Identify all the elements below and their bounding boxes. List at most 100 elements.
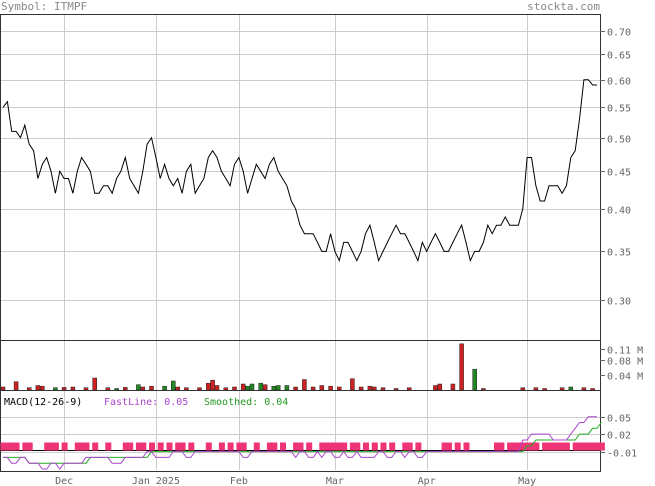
volume-bar bbox=[53, 387, 58, 391]
volume-bar bbox=[175, 386, 180, 391]
price-tick-label: 0.30 bbox=[607, 297, 631, 308]
price-tick-label: 0.50 bbox=[607, 135, 631, 146]
volume-bar bbox=[249, 383, 255, 391]
x-axis-labels: Dec Jan 2025 Feb Mar Apr May bbox=[55, 476, 536, 486]
macd-fast-value: FastLine: 0.05 bbox=[104, 397, 189, 408]
macd-histogram-bar bbox=[127, 442, 134, 451]
x-axis-label: May bbox=[518, 476, 536, 486]
macd-histogram-bar bbox=[371, 442, 378, 451]
macd-histogram-bar bbox=[328, 442, 335, 451]
volume-bar bbox=[533, 387, 539, 391]
macd-tick-label: 0.02 bbox=[607, 431, 631, 442]
macd-histogram-bar bbox=[135, 442, 142, 451]
site-brand-link[interactable]: stockta.com bbox=[527, 0, 600, 13]
macd-histogram-bar bbox=[507, 442, 514, 451]
volume-bar bbox=[275, 385, 281, 391]
macd-histogram-bar bbox=[306, 442, 313, 451]
price-tick-label: 0.60 bbox=[607, 77, 631, 88]
macd-histogram-bar bbox=[105, 442, 112, 451]
volume-bar bbox=[210, 379, 215, 391]
macd-histogram-bar bbox=[446, 442, 452, 451]
x-axis-label: Dec bbox=[55, 476, 73, 486]
macd-histogram-bar bbox=[122, 442, 129, 451]
volume-bar bbox=[367, 385, 373, 391]
volume-bars bbox=[0, 343, 595, 391]
macd-histogram-bar bbox=[205, 442, 212, 451]
macd-histogram-bar bbox=[546, 442, 553, 451]
volume-bar bbox=[337, 386, 342, 391]
volume-bar bbox=[568, 386, 574, 391]
macd-histogram-bar bbox=[581, 442, 588, 451]
macd-histogram-bar bbox=[48, 442, 55, 451]
volume-bar bbox=[197, 387, 202, 391]
volume-bar bbox=[232, 386, 237, 391]
macd-histogram-bar bbox=[529, 442, 535, 451]
volume-bar bbox=[581, 387, 587, 391]
macd-histogram-bar bbox=[13, 442, 20, 451]
volume-bar bbox=[393, 388, 399, 391]
volume-bar bbox=[0, 386, 6, 391]
symbol-label: Symbol: ITMPF bbox=[1, 0, 88, 13]
volume-bar bbox=[223, 387, 229, 391]
price-tick-label: 0.65 bbox=[607, 51, 631, 62]
volume-bar bbox=[13, 381, 19, 391]
macd-histogram-bar bbox=[494, 442, 500, 451]
macd-histogram-bar bbox=[559, 442, 566, 451]
macd-histogram-bar bbox=[498, 442, 505, 451]
macd-histogram-bar bbox=[22, 442, 29, 451]
macd-histogram-bar bbox=[402, 442, 409, 451]
volume-bar bbox=[459, 343, 464, 391]
price-tick-label: 0.35 bbox=[607, 248, 631, 259]
volume-bar bbox=[35, 385, 41, 391]
macd-histogram-bar bbox=[319, 442, 326, 451]
volume-bar bbox=[83, 387, 89, 391]
price-tick-label: 0.55 bbox=[607, 104, 631, 115]
macd-histogram-bar bbox=[157, 442, 164, 451]
x-axis-label: Mar bbox=[326, 476, 344, 486]
x-axis-label: Feb bbox=[230, 476, 248, 486]
volume-tick-label: 0.04 M bbox=[607, 372, 643, 383]
macd-histogram-bar bbox=[236, 442, 243, 451]
macd-histogram-bar bbox=[515, 442, 522, 451]
macd-histogram-bar bbox=[92, 442, 99, 451]
macd-histogram-bar bbox=[577, 442, 583, 451]
volume-bar bbox=[114, 388, 119, 391]
macd-histogram-bar bbox=[61, 442, 68, 451]
macd-histogram-bar bbox=[520, 442, 527, 451]
macd-histogram-bar bbox=[380, 442, 387, 451]
macd-histogram-bar bbox=[323, 442, 330, 451]
macd-histogram-bar bbox=[594, 442, 601, 451]
macd-histogram bbox=[0, 442, 605, 451]
x-axis-label: Jan 2025 bbox=[132, 476, 180, 486]
macd-histogram-bar bbox=[149, 442, 155, 451]
macd-histogram-bar bbox=[542, 442, 549, 451]
volume-bar bbox=[284, 385, 290, 391]
macd-histogram-bar bbox=[550, 442, 557, 451]
volume-bar bbox=[214, 385, 220, 391]
macd-histogram-bar bbox=[572, 442, 579, 451]
macd-histogram-bar bbox=[363, 442, 369, 451]
macd-histogram-bar bbox=[240, 442, 247, 451]
macd-histogram-bar bbox=[9, 442, 16, 451]
macd-histogram-bar bbox=[454, 442, 461, 451]
volume-axis: 0.11 M0.08 M 0.04 M bbox=[600, 346, 643, 383]
volume-bar bbox=[240, 383, 246, 391]
volume-bar bbox=[319, 385, 325, 391]
volume-bar bbox=[271, 385, 277, 391]
volume-bar bbox=[358, 386, 364, 391]
macd-histogram-bar bbox=[511, 442, 518, 451]
macd-histogram-bar bbox=[266, 442, 273, 451]
volume-bar bbox=[310, 386, 316, 391]
volume-bar bbox=[372, 386, 377, 391]
volume-panel-frame bbox=[0, 340, 601, 391]
macd-histogram-bar bbox=[555, 442, 562, 451]
volume-bar bbox=[406, 387, 412, 391]
macd-histogram-bar bbox=[336, 442, 343, 451]
macd-histogram-bar bbox=[140, 442, 147, 451]
volume-bar bbox=[140, 386, 146, 391]
macd-histogram-bar bbox=[79, 442, 86, 451]
macd-histogram-bar bbox=[349, 442, 356, 451]
macd-histogram-bar bbox=[26, 442, 33, 451]
macd-histogram-bar bbox=[590, 442, 597, 451]
